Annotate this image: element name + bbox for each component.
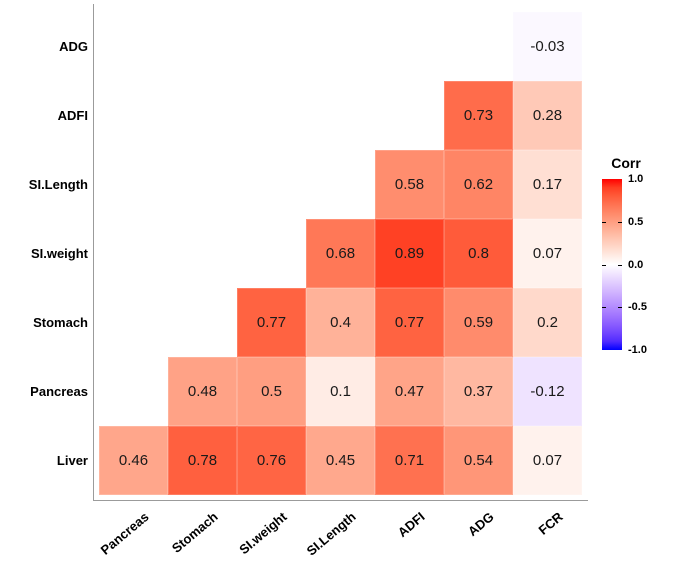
legend-tick-mark xyxy=(602,264,606,266)
legend-tick-label: 0.0 xyxy=(628,258,644,271)
heatmap-cell: 0.68 xyxy=(306,219,375,288)
y-axis-label: ADG xyxy=(59,38,88,54)
heatmap-cell: 0.28 xyxy=(513,81,582,150)
heatmap-cell: 0.58 xyxy=(375,150,444,219)
heatmap-cell: 0.48 xyxy=(168,357,237,426)
legend-tick-mark xyxy=(618,264,622,266)
y-axis-label: SI.weight xyxy=(30,245,88,261)
legend-tick-label: 0.5 xyxy=(628,215,644,228)
x-axis-label: Pancreas xyxy=(97,509,152,558)
heatmap-cell: 0.71 xyxy=(375,426,444,495)
heatmap-cell: 0.37 xyxy=(444,357,513,426)
legend-tick-mark xyxy=(602,221,606,223)
heatmap-cell: -0.03 xyxy=(513,12,582,81)
heatmap-cell: 0.76 xyxy=(237,426,306,495)
y-axis-label: Pancreas xyxy=(30,383,88,399)
heatmap-cell: 0.1 xyxy=(306,357,375,426)
heatmap-cell: 0.8 xyxy=(444,219,513,288)
heatmap-cell: 0.89 xyxy=(375,219,444,288)
y-axis-label: SI.Length xyxy=(28,176,88,192)
y-axis-label: ADFI xyxy=(57,107,88,123)
heatmap-cell: 0.73 xyxy=(444,81,513,150)
legend-tick-label: 1.0 xyxy=(628,173,644,185)
heatmap-grid: -0.03 0.73 0.28 0.58 0.62 0.17 0.68 0.89 0.8 0.07… xyxy=(99,12,582,495)
legend-colorbar xyxy=(602,179,622,350)
heatmap-cell: 0.62 xyxy=(444,150,513,219)
heatmap-cell: 0.45 xyxy=(306,426,375,495)
y-axis-line xyxy=(93,4,94,501)
legend: Corr 1.0 0.5 0.0 -0.5 -1.0 xyxy=(596,150,680,365)
legend-tick-mark xyxy=(618,221,622,223)
y-axis-label: Liver xyxy=(56,452,88,468)
heatmap-cell: 0.78 xyxy=(168,426,237,495)
y-axis-label: Stomach xyxy=(33,314,88,330)
heatmap-cell: 0.54 xyxy=(444,426,513,495)
x-axis-line xyxy=(93,500,588,501)
heatmap-cell: 0.59 xyxy=(444,288,513,357)
legend-tick-label: -0.5 xyxy=(628,301,647,314)
heatmap-cell: 0.46 xyxy=(99,426,168,495)
heatmap-cell: 0.5 xyxy=(237,357,306,426)
legend-tick-label: -1.0 xyxy=(628,344,647,356)
legend-tick-mark xyxy=(602,307,606,309)
heatmap-cell: 0.4 xyxy=(306,288,375,357)
heatmap-cell: 0.07 xyxy=(513,219,582,288)
heatmap-cell: 0.77 xyxy=(237,288,306,357)
heatmap-cell: -0.12 xyxy=(513,357,582,426)
heatmap-cell: 0.17 xyxy=(513,150,582,219)
heatmap-cell: 0.47 xyxy=(375,357,444,426)
legend-tick-mark xyxy=(618,307,622,309)
heatmap-cell: 0.2 xyxy=(513,288,582,357)
legend-title: Corr xyxy=(611,155,641,171)
heatmap-cell: 0.77 xyxy=(375,288,444,357)
heatmap-cell: 0.07 xyxy=(513,426,582,495)
